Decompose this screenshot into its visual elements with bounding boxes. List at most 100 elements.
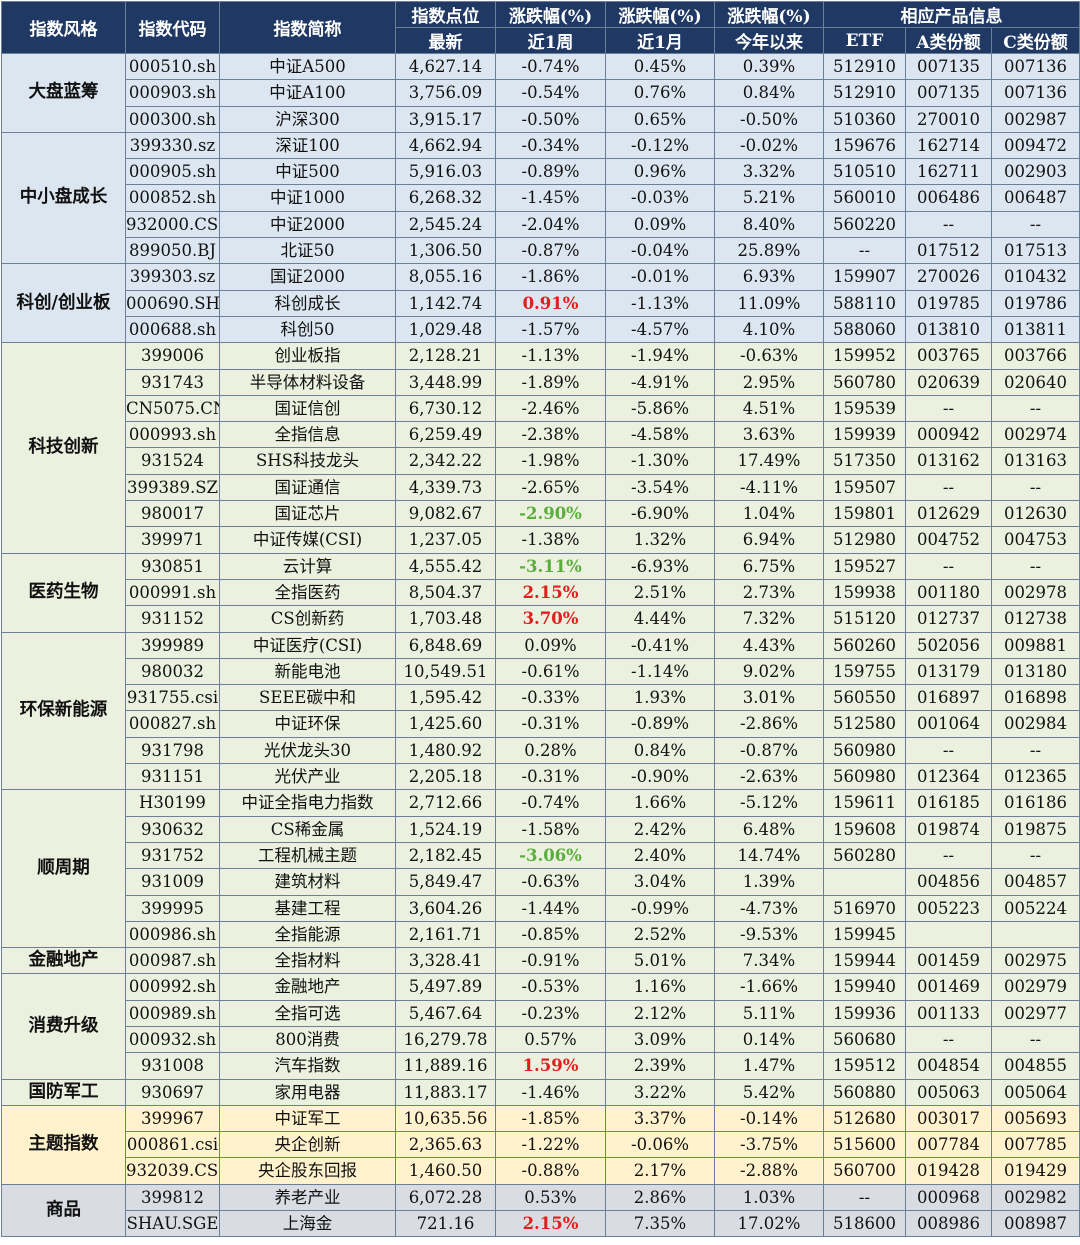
index-points: 2,128.21 [395, 342, 496, 370]
header-chg-month: 涨跌幅(%) [605, 1, 715, 28]
a-share-code: 004856 [905, 868, 992, 896]
change-ytd: 0.14% [714, 1025, 824, 1054]
change-month: 0.65% [605, 105, 715, 133]
change-ytd: -2.63% [714, 763, 824, 791]
index-name: 国证通信 [219, 473, 396, 502]
etf-code: 512910 [823, 52, 906, 81]
change-week: -0.34% [495, 131, 606, 160]
etf-code: 560880 [823, 1078, 906, 1106]
etf-code: -- [823, 237, 906, 265]
table-row: 000861.csi 央企创新 2,365.63 -1.22% -0.06% -3.75%… [2, 1131, 1080, 1159]
change-week: -1.98% [495, 447, 606, 475]
change-week: -2.65% [495, 473, 606, 502]
etf-code: 516970 [823, 894, 906, 922]
index-name: 科创成长 [219, 289, 396, 317]
etf-code: 512980 [823, 526, 906, 554]
change-ytd: 3.32% [714, 158, 824, 186]
change-month: 4.44% [605, 605, 715, 633]
index-points: 10,549.51 [395, 657, 496, 686]
change-week: -0.23% [495, 999, 606, 1027]
a-share-code: 162714 [905, 131, 992, 160]
index-points: 1,524.19 [395, 815, 496, 843]
change-week: -1.57% [495, 315, 606, 344]
table-row: 商品 399812 养老产业 6,072.28 0.53% 2.86% 1.03% -- 000… [1, 1183, 1080, 1238]
index-points: 2,712.66 [395, 789, 496, 817]
table-row: 931743 半导体材料设备 3,448.99 -1.89% -4.91% 2.95% 56… [2, 368, 1080, 396]
category-cell: 消费升级 [1, 973, 126, 1080]
etf-code: 515600 [823, 1131, 906, 1159]
index-code: 931151 [125, 763, 220, 791]
header-a-share: A类份额 [905, 27, 992, 54]
change-week: -2.04% [495, 210, 606, 239]
table-row: 000993.sh 全指信息 6,259.49 -2.38% -4.58% 3.63% 15… [2, 421, 1080, 449]
index-name: CS稀金属 [219, 815, 396, 843]
change-ytd: -5.12% [714, 789, 824, 817]
table-row: 顺周期 H30199 中证全指电力指数 2,712.66 -0.74% 1.66% -5.1… [1, 789, 1080, 949]
change-ytd: -4.73% [714, 894, 824, 922]
a-share-code: 013810 [905, 315, 992, 344]
etf-code: 560220 [823, 210, 906, 239]
change-month: 3.04% [605, 868, 715, 896]
change-month: 3.22% [605, 1078, 715, 1106]
category-cell: 科创/创业板 [1, 263, 126, 344]
change-month: -0.04% [605, 237, 715, 265]
index-points: 6,072.28 [395, 1183, 496, 1212]
etf-code: 159952 [823, 342, 906, 370]
c-share-code: 002979 [990, 973, 1080, 1001]
change-month: -0.01% [605, 263, 715, 291]
change-week: -1.46% [495, 1078, 606, 1106]
table-row: 931798 光伏龙头30 1,480.92 0.28% 0.84% -0.87% 5609… [2, 736, 1080, 765]
etf-code: 159507 [823, 473, 906, 502]
c-share-code: 012630 [990, 500, 1080, 528]
index-points: 4,627.14 [395, 52, 496, 81]
c-share-code: 009472 [990, 131, 1080, 160]
index-points: 9,082.67 [395, 500, 496, 528]
table-row: 000300.sh 沪深300 3,915.17 -0.50% 0.65% -0.50% 5… [2, 105, 1080, 133]
index-name: 全指医药 [219, 578, 396, 607]
c-share-code: 016186 [990, 789, 1080, 817]
change-week: -1.44% [495, 894, 606, 922]
table-row: 000932.sh 800消费 16,279.78 0.57% 3.09% 0.14% 56… [2, 1025, 1080, 1054]
change-month: -1.94% [605, 342, 715, 370]
index-name: 中证医疗(CSI) [219, 631, 396, 659]
a-share-code: 270026 [905, 263, 992, 291]
index-name: 全指信息 [219, 421, 396, 449]
change-week: -2.46% [495, 394, 606, 423]
index-name: 云计算 [219, 552, 396, 580]
index-points: 5,467.64 [395, 999, 496, 1027]
index-points: 1,480.92 [395, 736, 496, 765]
index-name: 工程机械主题 [219, 841, 396, 870]
change-week: -0.87% [495, 237, 606, 265]
a-share-code: 005063 [905, 1078, 992, 1106]
a-share-code: -- [905, 841, 992, 870]
index-name: 全指可选 [219, 999, 396, 1027]
table-row: 899050.BJ 北证50 1,306.50 -0.87% -0.04% 25.89% -… [2, 237, 1080, 265]
table-row: 国防军工 930697 家用电器 11,883.17 -1.46% 3.22% 5.42% 5… [1, 1078, 1080, 1106]
c-share-code: 005064 [990, 1078, 1080, 1106]
a-share-code: -- [905, 1025, 992, 1054]
etf-code: 510360 [823, 105, 906, 133]
change-month: 5.01% [605, 947, 715, 975]
c-share-code: -- [990, 841, 1080, 870]
c-share-code: -- [990, 394, 1080, 423]
table-row: 000989.sh 全指可选 5,467.64 -0.23% 2.12% 5.11% 159… [2, 999, 1080, 1027]
index-code: 000300.sh [125, 105, 220, 133]
table-row: 000986.sh 全指能源 2,161.71 -0.85% 2.52% -9.53% 15… [2, 920, 1080, 949]
change-month: 3.37% [605, 1104, 715, 1133]
index-points: 2,545.24 [395, 210, 496, 239]
category-cell: 大盘蓝筹 [1, 53, 126, 133]
index-name: 全指能源 [219, 920, 396, 949]
change-week: -0.61% [495, 657, 606, 686]
c-share-code: 020640 [990, 368, 1080, 396]
index-code: 931752 [125, 841, 220, 870]
change-month: 3.09% [605, 1025, 715, 1054]
category-cell: 主题指数 [1, 1104, 126, 1185]
index-code: H30199 [125, 789, 220, 817]
change-ytd: 17.49% [714, 447, 824, 475]
etf-code: 159945 [823, 920, 906, 949]
a-share-code: 003017 [905, 1104, 992, 1133]
index-points: 1,237.05 [395, 526, 496, 554]
c-share-code: 019875 [990, 815, 1080, 843]
table-row: 环保新能源 399989 中证医疗(CSI) 6,848.69 0.09% -0.41% 4… [1, 631, 1080, 791]
etf-code: 560280 [823, 841, 906, 870]
